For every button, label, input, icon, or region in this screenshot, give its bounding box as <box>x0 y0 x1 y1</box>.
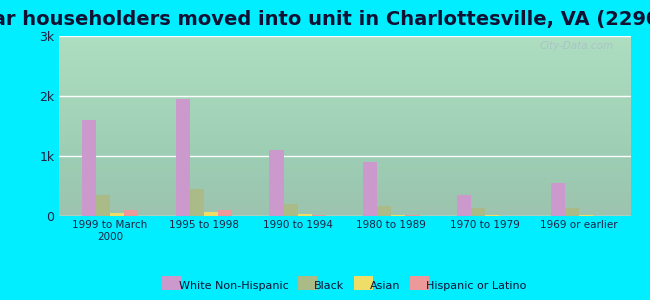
Bar <box>190 189 204 216</box>
Legend: White Non-Hispanic, Black, Asian, Hispanic or Latino: White Non-Hispanic, Black, Asian, Hispan… <box>158 276 531 295</box>
Bar <box>457 195 471 216</box>
Bar <box>96 195 110 216</box>
Bar <box>391 215 406 216</box>
Bar <box>204 212 218 216</box>
Bar <box>283 204 298 216</box>
Bar <box>471 208 485 216</box>
Bar <box>218 210 232 216</box>
Bar <box>565 208 579 216</box>
Bar <box>551 183 565 216</box>
Bar <box>363 162 377 216</box>
Text: City-Data.com: City-Data.com <box>540 41 614 51</box>
Bar <box>406 215 419 216</box>
Bar <box>579 215 593 216</box>
Bar <box>312 215 326 216</box>
Bar <box>110 213 124 216</box>
Bar <box>377 206 391 216</box>
Text: Year householders moved into unit in Charlottesville, VA (22902): Year householders moved into unit in Cha… <box>0 11 650 29</box>
Bar <box>82 120 96 216</box>
Bar <box>298 214 312 216</box>
Bar <box>270 150 283 216</box>
Bar <box>485 215 499 216</box>
Bar <box>124 210 138 216</box>
Bar <box>176 99 190 216</box>
